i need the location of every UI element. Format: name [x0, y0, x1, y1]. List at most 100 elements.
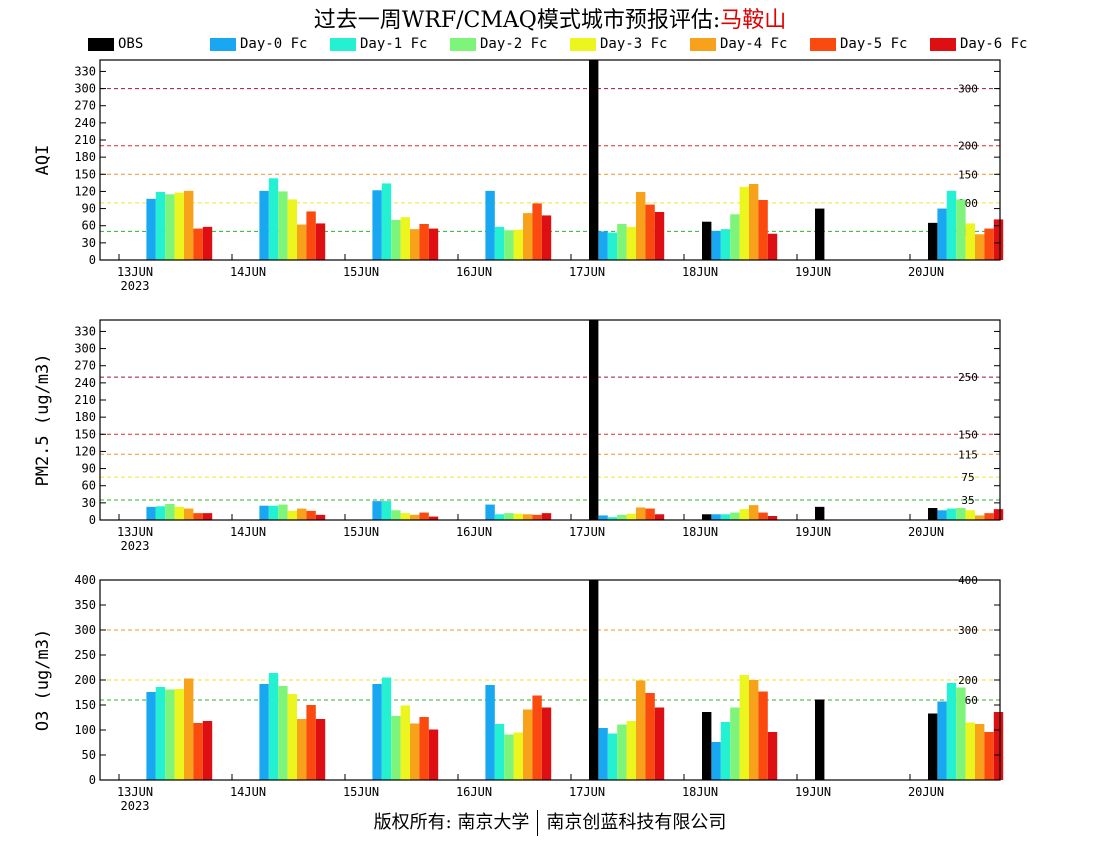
x-tick-label: 18JUN [682, 785, 718, 799]
x-tick-label: 18JUN [682, 525, 718, 539]
y-tick-label: 60 [82, 479, 96, 493]
legend-label: Day-0 Fc [240, 36, 308, 52]
bar [174, 192, 184, 260]
footer: 版权所有: 南京大学 南京创蓝科技有限公司 [0, 808, 1100, 836]
threshold-label: 200 [958, 140, 978, 153]
legend-label: Day-3 Fc [600, 36, 668, 52]
threshold-label: 200 [958, 674, 978, 687]
bar [928, 222, 938, 260]
bar [758, 691, 768, 780]
x-tick-label: 14JUN [230, 525, 266, 539]
bar [937, 510, 947, 520]
bar [184, 190, 194, 260]
bar [391, 220, 401, 260]
bar [702, 712, 712, 780]
bar [975, 724, 985, 780]
y-tick-label: 30 [82, 496, 96, 510]
bar [617, 224, 627, 260]
y-tick-label: 270 [74, 359, 96, 373]
threshold-label: 150 [958, 428, 978, 441]
bar [400, 513, 410, 520]
bar [956, 508, 966, 520]
y-tick-label: 210 [74, 133, 96, 147]
bar [202, 226, 213, 260]
bar [513, 229, 523, 260]
y-tick-label: 300 [74, 623, 96, 637]
x-tick-label: 13JUN [117, 785, 153, 799]
bar [193, 723, 203, 780]
chart-panel-0: 5010015020030003060901201501802102402703… [33, 59, 1004, 293]
bar [315, 514, 326, 520]
bar [645, 693, 655, 780]
bar [428, 228, 439, 260]
bar [504, 230, 514, 260]
bar [278, 504, 288, 520]
x-tick-label: 13JUN [117, 525, 153, 539]
bar [268, 178, 279, 260]
bar [372, 501, 382, 520]
bar [598, 728, 608, 780]
bar [381, 677, 392, 780]
bar [739, 509, 749, 520]
bar [494, 514, 505, 520]
bar [984, 228, 994, 260]
bar [654, 707, 665, 780]
bar [278, 191, 288, 260]
threshold-label: 75 [961, 471, 974, 484]
bar [702, 221, 712, 260]
bar [306, 705, 316, 780]
bar [730, 214, 740, 260]
bar [174, 689, 184, 780]
legend-swatch [810, 38, 836, 51]
bar [193, 513, 203, 520]
bar [937, 208, 947, 260]
y-tick-label: 240 [74, 116, 96, 130]
bar [155, 192, 166, 260]
bar [702, 514, 712, 520]
bar [419, 224, 429, 260]
y-tick-label: 180 [74, 410, 96, 424]
threshold-label: 300 [958, 624, 978, 637]
bar [410, 514, 420, 520]
bar [626, 721, 636, 780]
bar [720, 514, 731, 520]
legend-swatch [570, 38, 596, 51]
bar [541, 707, 552, 780]
x-tick-label: 19JUN [795, 785, 831, 799]
y-tick-label: 90 [82, 462, 96, 476]
bar [259, 190, 269, 260]
chart-panel-2: 16020030040005010015020025030035040013JU… [33, 573, 1004, 813]
bar [636, 680, 646, 780]
bar [589, 60, 599, 260]
bar [730, 707, 740, 780]
legend-swatch [690, 38, 716, 51]
x-tick-label: 16JUN [456, 265, 492, 279]
chart-title-main: 过去一周WRF/CMAQ模式城市预报评估: [313, 8, 721, 33]
bar [532, 695, 542, 780]
bar [928, 713, 938, 780]
bar [589, 320, 599, 520]
chart-title: 过去一周WRF/CMAQ模式城市预报评估:马鞍山 [0, 2, 1100, 34]
bar [146, 506, 156, 520]
bar [485, 504, 495, 520]
x-tick-label: 17JUN [569, 785, 605, 799]
bar [758, 512, 768, 520]
bar [617, 724, 627, 780]
footer-left: 版权所有: 南京大学 [373, 812, 530, 833]
y-tick-label: 400 [74, 573, 96, 587]
plot-frame [99, 59, 1001, 261]
bar [711, 742, 721, 780]
bar [749, 184, 759, 260]
bar [720, 722, 731, 780]
bar [381, 501, 392, 520]
bar [165, 194, 175, 260]
bar [372, 684, 382, 780]
bar [749, 680, 759, 780]
bar [306, 510, 316, 520]
bar [428, 729, 439, 780]
bar [617, 514, 627, 520]
bar [494, 226, 505, 260]
bar [155, 687, 166, 780]
y-tick-label: 150 [74, 167, 96, 181]
bar [268, 673, 279, 780]
